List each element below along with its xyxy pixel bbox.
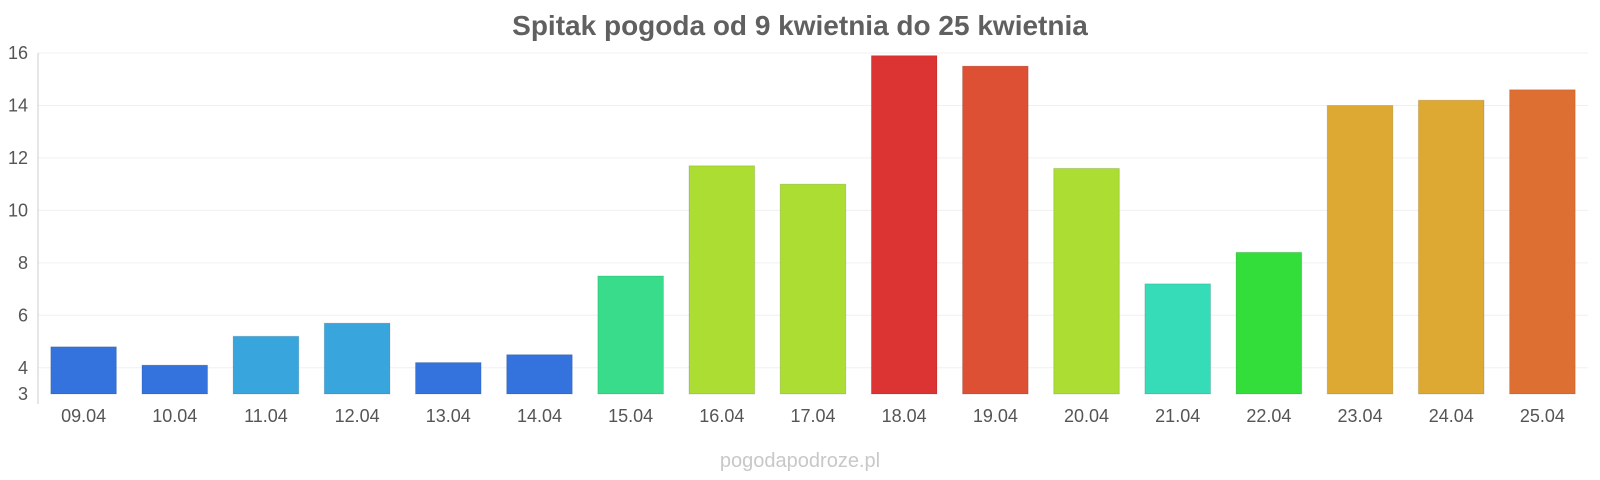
x-tick-label: 20.04 [1064, 406, 1109, 426]
y-tick-label: 10 [8, 200, 28, 220]
bar-13.04 [414, 362, 482, 395]
x-tick-label: 13.04 [426, 406, 471, 426]
x-axis-ticks: 09.04 10.04 11.04 12.04 13.04 14.04 15.04 16.04… [61, 406, 1565, 426]
x-tick-label: 23.04 [1338, 406, 1383, 426]
x-tick-label: 18.04 [882, 406, 927, 426]
bar-24.04 [1417, 99, 1485, 395]
y-tick-label: 16 [8, 43, 28, 63]
y-tick-label: 8 [18, 253, 28, 273]
x-tick-label: 24.04 [1429, 406, 1474, 426]
bar-20.04 [1053, 167, 1120, 395]
bar-25.04 [1509, 89, 1576, 395]
bar-18.04 [870, 55, 938, 395]
x-tick-label: 25.04 [1520, 406, 1565, 426]
y-tick-label: 12 [8, 148, 28, 168]
bars [50, 55, 1576, 395]
x-tick-label: 15.04 [608, 406, 653, 426]
watermark: pogodapodroze.pl [719, 450, 881, 472]
x-tick-label: 17.04 [790, 406, 835, 426]
bar-15.04 [597, 275, 664, 395]
x-tick-label: 09.04 [61, 406, 106, 426]
x-tick-label: 16.04 [699, 406, 744, 426]
bar-11.04 [232, 335, 300, 395]
x-tick-label: 12.04 [335, 406, 380, 426]
y-tick-label: 3 [18, 384, 28, 404]
bar-chart: 3 4 6 8 10 12 14 16 09.04 10.04 11.04 12.04 13.04 14… [8, 43, 1588, 426]
bar-16.04 [688, 165, 756, 395]
bar-19.04 [962, 65, 1029, 395]
bar-22.04 [1235, 251, 1303, 395]
bar-21.04 [1144, 283, 1212, 395]
bar-17.04 [779, 183, 847, 395]
y-tick-label: 6 [18, 305, 28, 325]
y-tick-label: 4 [18, 358, 28, 378]
bar-10.04 [141, 364, 209, 395]
x-tick-label: 19.04 [973, 406, 1018, 426]
bar-23.04 [1326, 104, 1394, 395]
x-tick-label: 14.04 [517, 406, 562, 426]
x-tick-label: 21.04 [1155, 406, 1200, 426]
x-tick-label: 22.04 [1246, 406, 1291, 426]
y-tick-label: 14 [8, 95, 28, 115]
bar-12.04 [323, 322, 391, 395]
x-tick-label: 11.04 [244, 406, 288, 426]
x-tick-label: 10.04 [152, 406, 197, 426]
y-axis-ticks: 3 4 6 8 10 12 14 16 [8, 43, 28, 404]
chart-title: Spitak pogoda od 9 kwietnia do 25 kwietn… [512, 10, 1088, 41]
bar-09.04 [50, 346, 117, 395]
bar-14.04 [506, 354, 573, 395]
